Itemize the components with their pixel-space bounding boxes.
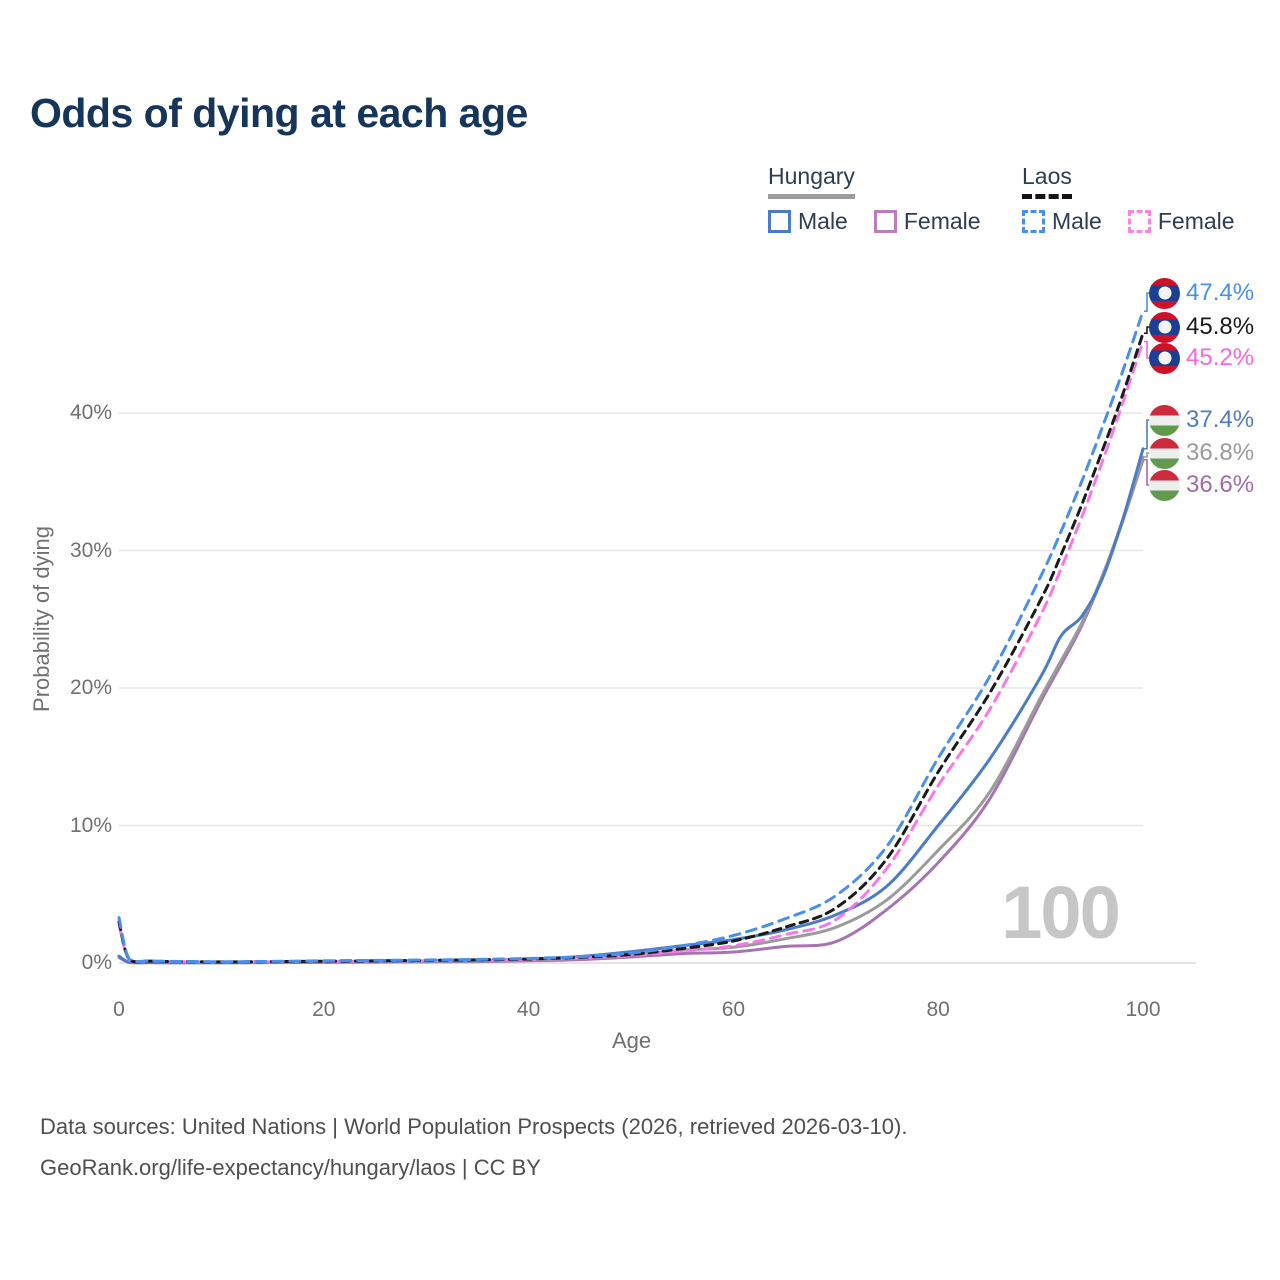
dashed-line-swatch-icon bbox=[1022, 210, 1045, 233]
y-tick-label: 0% bbox=[81, 951, 112, 974]
legend-group-laos: Laos Male Female bbox=[1022, 163, 1235, 235]
y-tick-label: 30% bbox=[69, 538, 112, 562]
legend-item-hungary-female[interactable]: Female bbox=[873, 208, 981, 235]
series-line-laos-female[interactable] bbox=[117, 340, 1145, 964]
y-axis-title: Probability of dying bbox=[29, 526, 54, 712]
x-tick-label: 60 bbox=[721, 998, 746, 1021]
legend-item-hungary-male[interactable]: Male bbox=[768, 208, 848, 235]
y-tick-label: 10% bbox=[69, 813, 112, 837]
end-label-laos-both: 45.8% bbox=[1149, 310, 1254, 344]
x-tick-label: 20 bbox=[312, 998, 336, 1021]
legend-item-laos-male[interactable]: Male bbox=[1022, 208, 1102, 235]
laos-flag-icon bbox=[1149, 277, 1180, 309]
laos-flag-icon bbox=[1149, 342, 1180, 374]
end-label-laos-male: 47.4% bbox=[1149, 276, 1254, 310]
x-tick-label: 80 bbox=[926, 998, 950, 1021]
solid-line-swatch-icon bbox=[873, 210, 897, 233]
end-label-hungary-both: 36.8% bbox=[1149, 436, 1254, 470]
hungary-flag-icon bbox=[1149, 404, 1180, 436]
series-line-laos-male[interactable] bbox=[117, 309, 1145, 964]
legend-title-laos: Laos bbox=[1022, 163, 1072, 199]
legend-group-hungary: Hungary Male Female bbox=[768, 163, 981, 235]
hungary-flag-icon bbox=[1149, 437, 1180, 469]
age-watermark: 100 bbox=[1001, 871, 1120, 954]
footer: Data sources: United Nations | World Pop… bbox=[40, 1106, 907, 1188]
page-title: Odds of dying at each age bbox=[30, 90, 528, 136]
x-axis-title: Age bbox=[612, 1028, 652, 1053]
y-tick-label: 20% bbox=[69, 676, 112, 699]
x-tick-label: 40 bbox=[516, 998, 541, 1021]
legend-title-hungary: Hungary bbox=[768, 163, 855, 199]
end-label-hungary-female: 36.6% bbox=[1149, 468, 1254, 502]
x-tick-label: 100 bbox=[1125, 998, 1161, 1021]
legend-item-laos-female[interactable]: Female bbox=[1127, 208, 1235, 235]
footer-attribution: GeoRank.org/life-expectancy/hungary/laos… bbox=[40, 1155, 541, 1180]
hungary-flag-icon bbox=[1149, 469, 1180, 501]
footer-data-sources: Data sources: United Nations | World Pop… bbox=[40, 1114, 908, 1139]
laos-flag-icon bbox=[1149, 311, 1180, 343]
dashed-line-swatch-icon bbox=[1127, 210, 1151, 233]
solid-line-swatch-icon bbox=[768, 210, 791, 233]
end-label-hungary-male: 37.4% bbox=[1149, 403, 1254, 437]
y-tick-label: 40% bbox=[69, 401, 112, 424]
end-label-laos-female: 45.2% bbox=[1149, 341, 1254, 375]
series-line-laos-both[interactable] bbox=[117, 331, 1145, 964]
x-tick-label: 0 bbox=[113, 998, 125, 1021]
